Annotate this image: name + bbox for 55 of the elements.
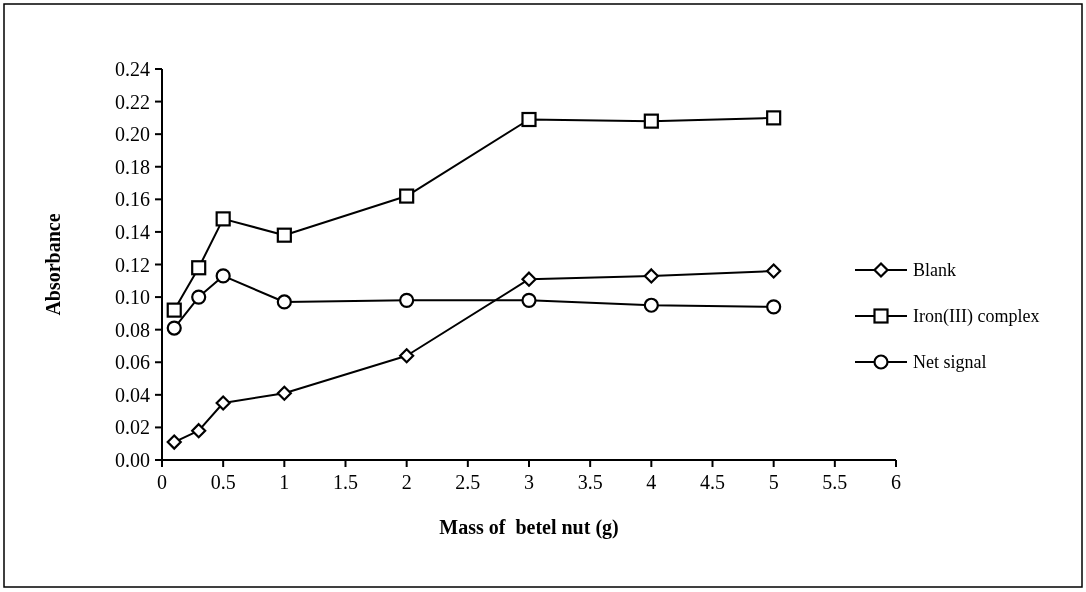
y-tick-label: 0.14 [115,220,150,243]
x-tick-label: 1 [279,471,290,493]
x-tick-label: 2 [401,471,412,493]
x-tick-label: 3.5 [577,471,603,493]
y-tick-label: 0.24 [115,58,150,80]
x-tick-label: 4.5 [700,471,725,493]
point [215,211,231,227]
point [766,299,782,315]
y-tick-label: 0.04 [115,383,150,406]
y-tick-label: 0.06 [115,351,150,374]
y-tick-label: 0.10 [115,286,150,309]
point [166,320,182,336]
y-tick-label: 0.18 [115,155,150,178]
point [215,395,231,411]
x-tick-label: 1.5 [333,471,358,493]
x-tick-label: 3 [524,471,534,493]
legend-label: Blank [913,260,956,281]
point [215,268,231,284]
point [191,289,207,305]
point [766,110,782,126]
y-tick-label: 0.20 [115,123,150,146]
point [521,292,537,308]
y-tick-label: 0.12 [115,253,150,276]
point [643,113,659,129]
x-tick-label: 4 [646,471,657,493]
point [521,271,537,287]
point [399,188,415,204]
y-tick-label: 0.02 [115,416,150,439]
point [643,297,659,313]
x-tick-label: 5.5 [822,471,848,493]
point [191,423,207,439]
x-tick-label: 2.5 [455,471,481,493]
y-tick-label: 0.16 [115,188,150,211]
y-axis-title: Absorbance [42,213,64,316]
point [166,302,182,318]
point [766,263,782,279]
legend-label: Iron(III) complex [913,306,1040,328]
x-tick-label: 5 [768,471,779,493]
y-tick-label: 0.00 [115,449,150,471]
point [399,292,415,308]
x-tick-label: 0.5 [210,471,236,493]
point [643,268,659,284]
x-axis-title: Mass of betel nut (g) [439,516,619,539]
point [276,294,292,310]
point [276,385,292,401]
point [521,111,537,128]
legend-label: Net signal [913,352,987,373]
point [276,227,292,243]
x-tick-label: 6 [891,471,901,493]
point [191,260,207,276]
y-tick-label: 0.22 [115,90,150,113]
x-tick-label: 0 [157,471,167,493]
y-tick-label: 0.08 [115,318,150,341]
point [399,348,415,364]
point [166,434,182,450]
